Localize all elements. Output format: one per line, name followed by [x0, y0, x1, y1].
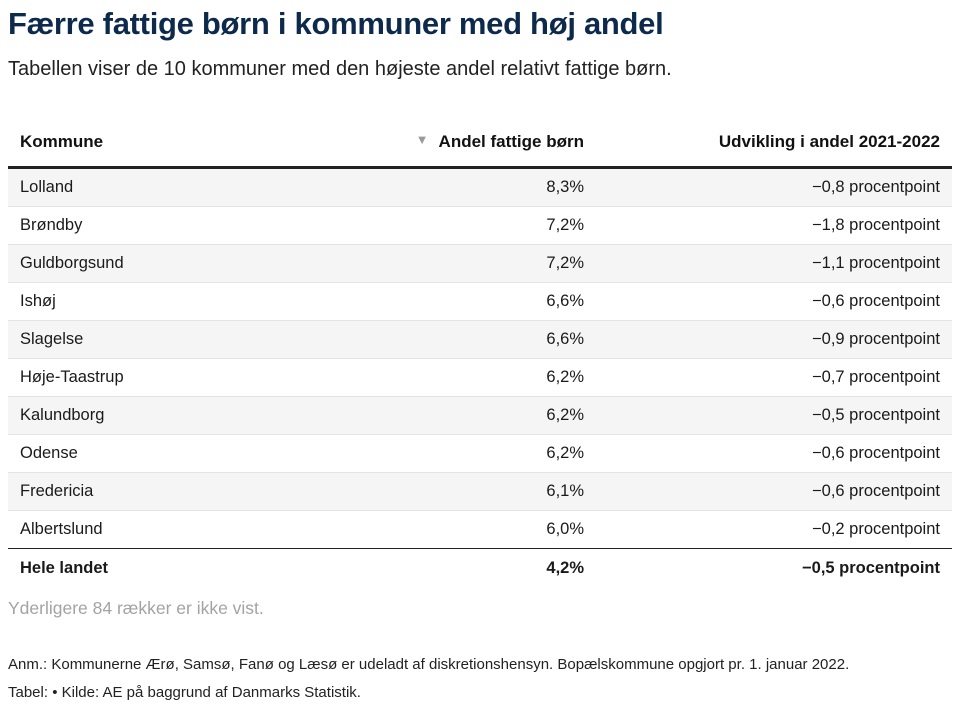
- cell-udvikling: −0,6 procentpoint: [596, 472, 952, 511]
- cell-kommune: Lolland: [8, 167, 372, 207]
- table-row: Albertslund 6,0% −0,2 procentpoint: [8, 510, 952, 549]
- cell-andel: 6,6%: [372, 320, 596, 359]
- cell-andel: 6,1%: [372, 472, 596, 511]
- cell-kommune: Ishøj: [8, 282, 372, 321]
- table-row: Fredericia 6,1% −0,6 procentpoint: [8, 472, 952, 511]
- page-subtitle: Tabellen viser de 10 kommuner med den hø…: [8, 58, 672, 80]
- page-title: Færre fattige børn i kommuner med høj an…: [8, 6, 664, 41]
- cell-andel: 7,2%: [372, 206, 596, 245]
- cell-andel: 6,2%: [372, 358, 596, 397]
- total-row: Hele landet 4,2% −0,5 procentpoint: [8, 548, 952, 587]
- cell-andel-total: 4,2%: [372, 548, 596, 587]
- table-row: Lolland 8,3% −0,8 procentpoint: [8, 167, 952, 207]
- cell-andel: 6,0%: [372, 510, 596, 549]
- cell-andel: 8,3%: [372, 167, 596, 207]
- source-line: Tabel: • Kilde: AE på baggrund af Danmar…: [8, 684, 361, 701]
- cell-kommune-total: Hele landet: [8, 548, 372, 587]
- data-table: Kommune ▼ Andel fattige børn Udvikling i …: [8, 118, 952, 587]
- cell-udvikling: −0,9 procentpoint: [596, 320, 952, 359]
- cell-udvikling: −1,1 procentpoint: [596, 244, 952, 283]
- column-header-label: Udvikling i andel 2021-2022: [718, 132, 940, 151]
- cell-kommune: Slagelse: [8, 320, 372, 359]
- footnote: Anm.: Kommunerne Ærø, Samsø, Fanø og Læs…: [8, 656, 850, 673]
- cell-kommune: Høje-Taastrup: [8, 358, 372, 397]
- cell-udvikling: −0,6 procentpoint: [596, 282, 952, 321]
- cell-andel: 6,6%: [372, 282, 596, 321]
- cell-andel: 6,2%: [372, 434, 596, 473]
- cell-kommune: Odense: [8, 434, 372, 473]
- cell-kommune: Fredericia: [8, 472, 372, 511]
- column-header-udvikling[interactable]: Udvikling i andel 2021-2022: [596, 118, 952, 169]
- cell-udvikling: −0,8 procentpoint: [596, 167, 952, 207]
- cell-udvikling: −1,8 procentpoint: [596, 206, 952, 245]
- table-body: Lolland 8,3% −0,8 procentpoint Brøndby 7…: [8, 167, 952, 549]
- cell-kommune: Kalundborg: [8, 396, 372, 435]
- table-row: Ishøj 6,6% −0,6 procentpoint: [8, 282, 952, 321]
- cell-andel: 6,2%: [372, 396, 596, 435]
- more-rows-notice: Yderligere 84 rækker er ikke vist.: [8, 598, 264, 618]
- table-header-row: Kommune ▼ Andel fattige børn Udvikling i …: [8, 118, 952, 169]
- cell-kommune: Brøndby: [8, 206, 372, 245]
- cell-udvikling: −0,5 procentpoint: [596, 396, 952, 435]
- cell-udvikling: −0,2 procentpoint: [596, 510, 952, 549]
- cell-andel: 7,2%: [372, 244, 596, 283]
- cell-kommune: Albertslund: [8, 510, 372, 549]
- sort-descending-icon[interactable]: ▼: [415, 132, 429, 147]
- table-row: Kalundborg 6,2% −0,5 procentpoint: [8, 396, 952, 435]
- column-header-kommune[interactable]: Kommune: [8, 118, 372, 169]
- cell-udvikling: −0,7 procentpoint: [596, 358, 952, 397]
- column-header-andel[interactable]: ▼ Andel fattige børn: [372, 118, 596, 169]
- column-header-label: Andel fattige børn: [438, 132, 584, 151]
- table-row: Odense 6,2% −0,6 procentpoint: [8, 434, 952, 473]
- cell-udvikling: −0,6 procentpoint: [596, 434, 952, 473]
- table-row: Guldborgsund 7,2% −1,1 procentpoint: [8, 244, 952, 283]
- cell-kommune: Guldborgsund: [8, 244, 372, 283]
- table-row: Slagelse 6,6% −0,9 procentpoint: [8, 320, 952, 359]
- table-row: Brøndby 7,2% −1,8 procentpoint: [8, 206, 952, 245]
- cell-udvikling-total: −0,5 procentpoint: [596, 548, 952, 587]
- column-header-label: Kommune: [20, 132, 104, 151]
- table-row: Høje-Taastrup 6,2% −0,7 procentpoint: [8, 358, 952, 397]
